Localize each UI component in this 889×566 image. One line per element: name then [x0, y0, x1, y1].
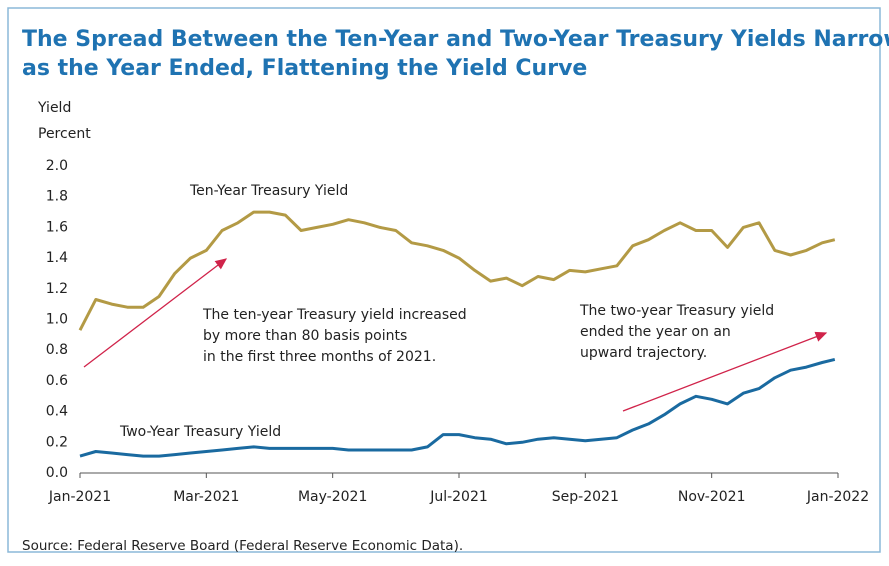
x-tick-label: Jul-2021 — [429, 489, 488, 505]
chart-title: as the Year Ended, Flattening the Yield … — [22, 56, 587, 81]
annotation: The two-year Treasury yield — [579, 303, 774, 319]
frame — [7, 7, 881, 553]
x-tick-label: Jan-2021 — [48, 489, 111, 505]
y-tick-label: 0.4 — [46, 404, 68, 420]
series-label: Two-Year Treasury Yield — [119, 424, 281, 440]
source-note: Source: Federal Reserve Board (Federal R… — [22, 538, 463, 554]
series-label: Ten-Year Treasury Yield — [189, 183, 348, 199]
annotation: The ten-year Treasury yield increased — [202, 307, 467, 323]
annotation-arrow — [83, 258, 228, 368]
x-tick-label: Sep-2021 — [552, 489, 619, 505]
annotation: ended the year on an — [580, 324, 731, 340]
x-tick-label: May-2021 — [298, 489, 367, 505]
y-tick-label: 0.6 — [46, 373, 68, 389]
y-tick-label: 0.8 — [46, 342, 68, 358]
y-tick-label: 1.6 — [46, 219, 68, 235]
x-tick-label: Jan-2022 — [806, 489, 869, 505]
y-axis-label: Percent — [38, 126, 91, 142]
x-tick-label: Nov-2021 — [678, 489, 746, 505]
annotation: in the first three months of 2021. — [203, 349, 436, 365]
y-tick-label: 2.0 — [46, 158, 68, 174]
y-axis-label: Yield — [37, 100, 71, 116]
series-line — [79, 357, 836, 458]
x-tick-label: Mar-2021 — [173, 489, 239, 505]
y-tick-label: 0.0 — [46, 465, 68, 481]
annotation-arrow — [622, 331, 828, 412]
y-tick-label: 1.8 — [46, 189, 68, 205]
series-line — [78, 210, 836, 331]
y-tick-label: 1.4 — [46, 250, 68, 266]
chart-title: The Spread Between the Ten-Year and Two-… — [22, 27, 889, 52]
y-tick-label: 0.2 — [46, 434, 68, 450]
y-tick-label: 1.0 — [46, 312, 68, 328]
annotation: upward trajectory. — [580, 345, 707, 361]
y-tick-label: 1.2 — [46, 281, 68, 297]
annotation: by more than 80 basis points — [203, 328, 407, 344]
